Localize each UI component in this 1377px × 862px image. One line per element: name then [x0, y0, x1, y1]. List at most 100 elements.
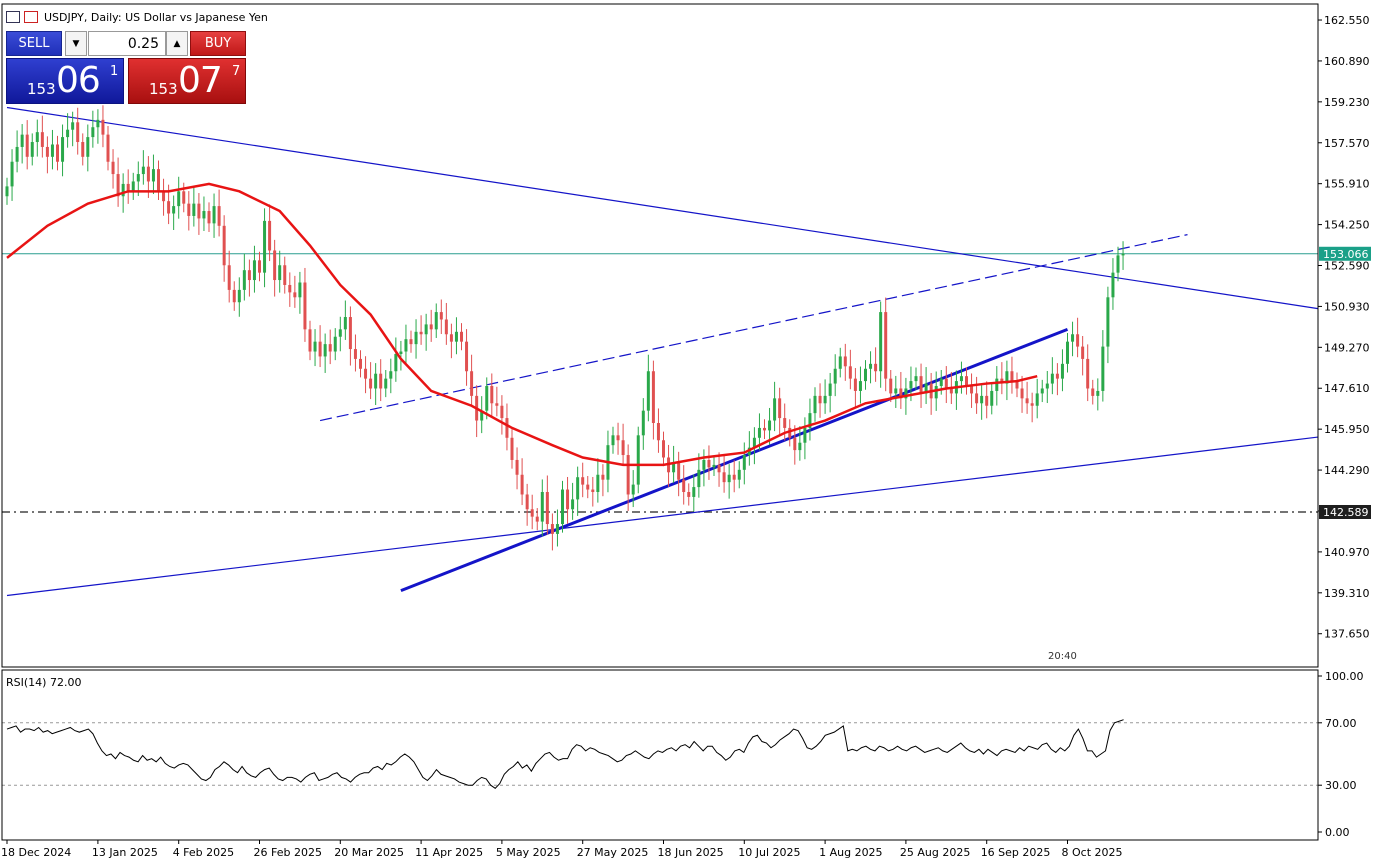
candle-body — [434, 312, 438, 330]
candle-body — [313, 341, 317, 352]
buy-price-box[interactable]: 153 07 7 — [128, 58, 246, 104]
moving-average-line — [6, 182, 1038, 467]
candle-body — [409, 339, 413, 345]
candle-body — [101, 119, 105, 135]
price-tag — [1319, 246, 1371, 261]
candle-body — [924, 383, 928, 394]
candle-body — [1121, 253, 1125, 256]
candle-body — [874, 363, 878, 372]
trendline — [6, 106, 1319, 310]
price-tick-label: 149.270 — [1324, 341, 1370, 354]
rsi-tick-label: 100.00 — [1325, 670, 1364, 683]
candle-body — [207, 211, 211, 224]
candle-body — [1096, 390, 1100, 396]
candle-body — [379, 373, 383, 389]
axes: 162.550 160.890 159.230 157.570 155.910 154.2… — [1, 3, 1371, 859]
candle-body — [838, 356, 842, 369]
candle-body — [96, 119, 100, 128]
candle-body — [263, 220, 267, 273]
candle-body — [626, 455, 630, 495]
sell-price-box[interactable]: 153 06 1 — [6, 58, 124, 104]
candle-body — [914, 376, 918, 382]
candle-body — [394, 353, 398, 372]
candle-body — [308, 329, 312, 352]
candle-body — [1025, 398, 1029, 404]
buy-button[interactable]: BUY — [190, 31, 246, 56]
candle-body — [576, 477, 580, 500]
candle-body — [71, 122, 75, 130]
candle-body — [470, 371, 474, 396]
candle-body — [187, 203, 191, 216]
candle-body — [899, 388, 903, 399]
candle-body — [333, 336, 337, 352]
time-tick-label: 10 Jul 2025 — [738, 846, 800, 859]
candle-body — [177, 191, 181, 207]
candle-body — [258, 260, 261, 273]
candle-body — [10, 161, 14, 187]
candle-body — [212, 206, 216, 224]
candle-body — [828, 383, 832, 396]
volume-down-button[interactable]: ▼ — [65, 31, 87, 56]
candle-body — [813, 395, 817, 414]
candle-body — [384, 378, 388, 389]
candle-body — [56, 144, 59, 162]
candle-body — [454, 331, 458, 342]
candle-body — [939, 378, 943, 387]
candle-body — [283, 265, 287, 285]
candle-body — [40, 132, 44, 147]
candle-body — [343, 317, 347, 330]
candle-body — [919, 376, 923, 394]
candle-body — [697, 469, 701, 488]
candle-body — [757, 427, 761, 438]
price-tick-label: 137.650 — [1324, 628, 1370, 641]
candle-body — [843, 356, 847, 367]
candle-body — [76, 122, 80, 143]
candle-body — [641, 410, 645, 436]
candle-body — [793, 437, 797, 451]
candle-body — [465, 341, 469, 372]
candle-body — [1010, 371, 1014, 382]
time-tick-label: 8 Oct 2025 — [1062, 846, 1123, 859]
candle-body — [1066, 341, 1069, 364]
price-tick-label: 154.250 — [1324, 219, 1370, 232]
symbol-icon[interactable] — [24, 11, 38, 23]
candle-body — [288, 284, 292, 293]
candle-body — [692, 487, 696, 497]
candle-body — [662, 440, 665, 458]
candle-body — [742, 455, 746, 470]
candle-body — [131, 181, 135, 192]
candle-body — [732, 474, 736, 480]
candle-body — [323, 344, 327, 357]
time-tick-label: 1 Aug 2025 — [819, 846, 882, 859]
rsi-frame — [1, 669, 1319, 841]
sell-button[interactable]: SELL — [6, 31, 62, 56]
candle-body — [439, 312, 443, 320]
candle-body — [853, 378, 857, 391]
time-tick-label: 5 May 2025 — [496, 846, 561, 859]
candle-body — [162, 191, 166, 202]
volume-up-button[interactable]: ▲ — [166, 31, 188, 56]
rsi-title: RSI(14) 72.00 — [6, 676, 81, 689]
candle-body — [273, 250, 277, 281]
sell-price-big: 153 — [27, 80, 56, 98]
candle-body — [505, 418, 509, 438]
candle-body — [328, 344, 332, 352]
chart-title: USDJPY, Daily: US Dollar vs Japanese Yen — [44, 10, 268, 24]
candle-body — [525, 494, 529, 510]
candle-body — [293, 292, 297, 298]
candle-body — [520, 474, 524, 495]
candle-body — [237, 289, 241, 303]
level-tag-label: 142.589 — [1323, 506, 1369, 519]
candle-body — [737, 469, 741, 480]
candle-body — [182, 191, 186, 204]
sell-price-main: 06 — [56, 60, 101, 101]
candle-body — [202, 211, 206, 219]
candle-body — [808, 413, 812, 428]
time-tick-label: 26 Feb 2025 — [254, 846, 322, 859]
candle-body — [197, 203, 201, 219]
candle-body — [192, 203, 196, 216]
volume-field[interactable]: 0.25 — [88, 31, 166, 56]
chart-window-icon[interactable] — [6, 11, 20, 23]
candle-body — [631, 484, 635, 495]
candle-body — [348, 317, 352, 350]
